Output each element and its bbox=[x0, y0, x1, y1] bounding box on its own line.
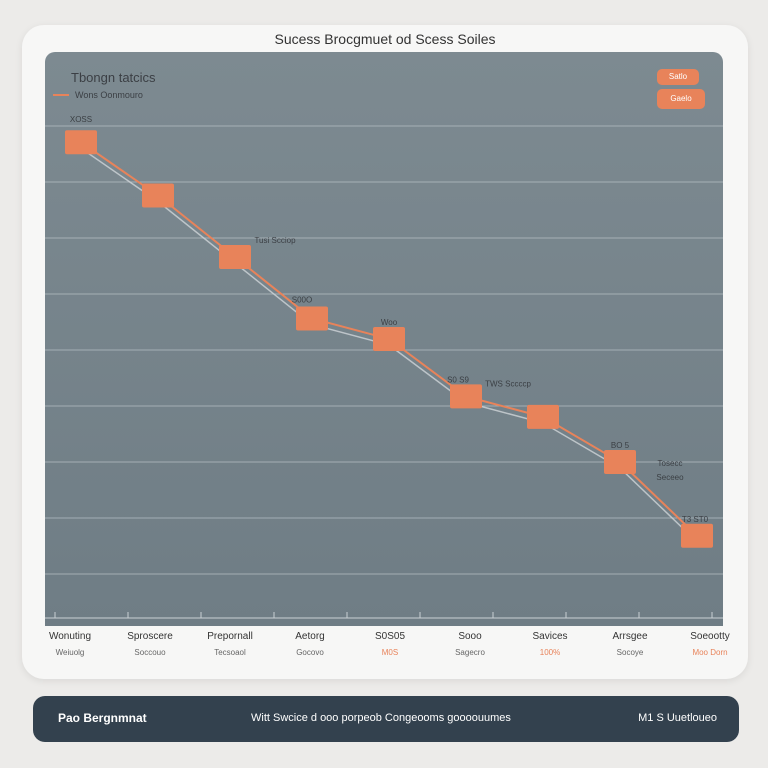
chart-subtitle: Tbongn tatcics bbox=[71, 70, 156, 85]
x-category-sub: Socoye bbox=[616, 648, 644, 657]
legend-label: Wons Oonmouro bbox=[75, 90, 143, 100]
point-label: T3 ST0 bbox=[682, 515, 709, 524]
x-category-main: Savices bbox=[532, 631, 568, 642]
point-label: Woo bbox=[381, 318, 398, 327]
point-label: XOSS bbox=[70, 115, 92, 124]
data-marker bbox=[373, 327, 405, 351]
data-marker bbox=[527, 404, 559, 429]
footer-left: Pao Bergnmnat bbox=[58, 711, 147, 725]
x-category-label: Sooo Sagecro bbox=[430, 631, 510, 657]
x-category-label: Arrsgee Socoye bbox=[590, 631, 670, 657]
data-marker bbox=[604, 450, 636, 474]
x-category-sub: Tecsoaol bbox=[214, 648, 246, 657]
x-category-label: Prepornall Tecsoaol bbox=[190, 631, 270, 657]
x-category-label: Soeootty Moo Dorn bbox=[670, 631, 750, 657]
x-category-label: Sproscere Soccouo bbox=[110, 631, 190, 657]
x-axis-labels: Wonuting Weiuolg Sproscere Soccouo Prepornal… bbox=[45, 631, 735, 671]
point-label: Tosecc bbox=[658, 459, 683, 468]
data-marker bbox=[450, 384, 482, 409]
x-category-label: S0S05 M0S bbox=[350, 631, 430, 657]
x-category-sub: M0S bbox=[381, 648, 399, 657]
footer-middle: Witt Swcice d ooo porpeob Congeooms gooo… bbox=[251, 712, 511, 724]
x-category-label: Savices 100% bbox=[510, 631, 590, 657]
badge-secondary[interactable]: Gaelo bbox=[657, 89, 705, 109]
x-category-main: Sproscere bbox=[127, 631, 173, 642]
data-marker bbox=[65, 130, 97, 155]
x-category-sub: Gocovo bbox=[296, 648, 324, 657]
x-category-label: Wonuting Weiuolg bbox=[30, 631, 110, 657]
x-category-sub: Sagecro bbox=[455, 648, 485, 657]
chart-title: Sucess Brocgmuet od Scess Soiles bbox=[274, 31, 496, 47]
point-label: Seceeo bbox=[656, 473, 684, 482]
data-marker bbox=[219, 245, 251, 269]
x-category-main: Sooo bbox=[458, 631, 482, 642]
data-marker bbox=[296, 306, 328, 331]
x-category-sub: Weiuolg bbox=[55, 648, 85, 657]
point-label: S00O bbox=[292, 296, 312, 305]
x-category-label: Aetorg Gocovo bbox=[270, 631, 350, 657]
legend-swatch bbox=[53, 94, 69, 96]
data-marker bbox=[681, 523, 713, 548]
x-category-main: Prepornall bbox=[207, 631, 253, 642]
badge-primary[interactable]: Satlo bbox=[657, 69, 699, 85]
x-category-main: Aetorg bbox=[295, 631, 325, 642]
point-label: BO 5 bbox=[611, 441, 630, 450]
footer-bar: Pao Bergnmnat Witt Swcice d ooo porpeob … bbox=[33, 696, 739, 742]
point-label: S0 S9 bbox=[447, 375, 469, 384]
x-category-sub: 100% bbox=[539, 648, 561, 657]
x-category-main: Wonuting bbox=[48, 631, 92, 642]
x-category-main: Arrsgee bbox=[612, 631, 648, 642]
point-label: Tusi Scciop bbox=[254, 236, 296, 245]
footer-right[interactable]: M1 S Uuetloueo bbox=[638, 712, 717, 724]
x-category-sub: Moo Dorn bbox=[692, 648, 728, 657]
chart-card: Sucess Brocgmuet od Scess Soiles XOSS Tus… bbox=[22, 25, 748, 679]
x-category-sub: Soccouo bbox=[134, 648, 166, 657]
point-label: TWS Sccccp bbox=[485, 379, 531, 388]
plot-area: XOSS Tusi Scciop S00O Woo S0 S9 TWS Sccccp BO … bbox=[45, 52, 723, 626]
data-marker bbox=[142, 183, 174, 208]
x-category-main: S0S05 bbox=[374, 631, 406, 642]
chart-svg: XOSS Tusi Scciop S00O Woo S0 S9 TWS Sccccp BO … bbox=[45, 115, 723, 619]
legend: Wons Oonmouro bbox=[53, 90, 143, 100]
x-category-main: Soeootty bbox=[690, 631, 730, 642]
